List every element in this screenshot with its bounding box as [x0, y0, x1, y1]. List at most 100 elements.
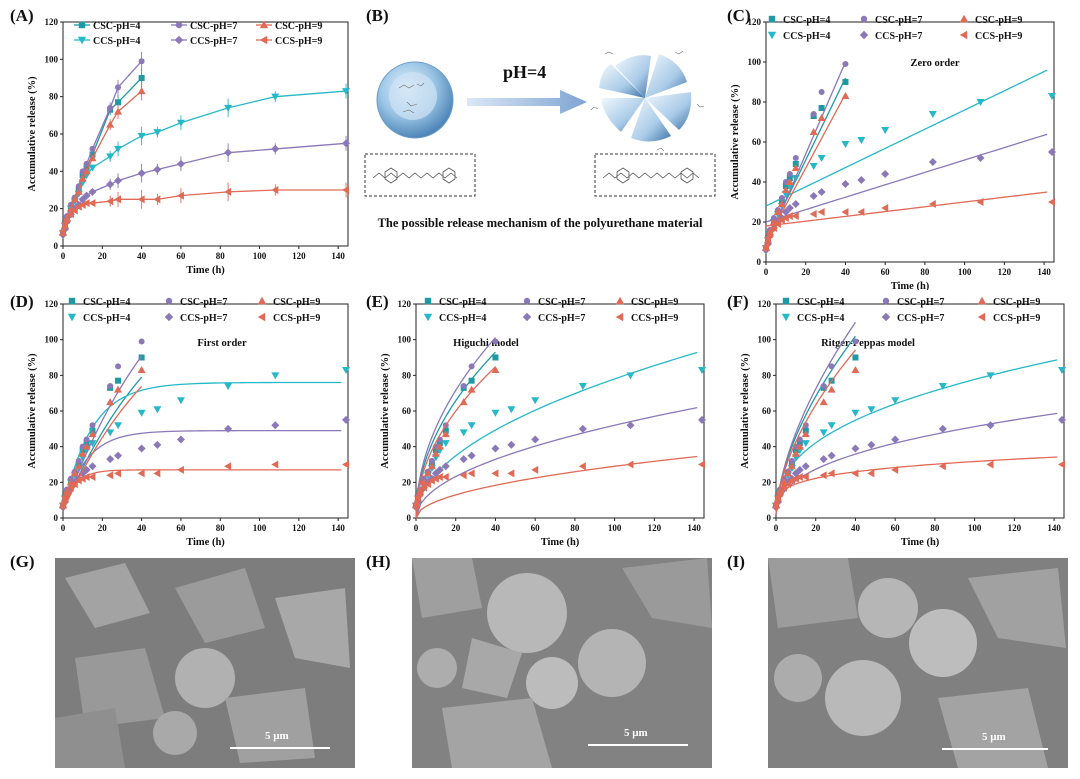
chart-e-higuchi: 0 20 40 60 80 100 120 140 0 20 40 60 80 100 120 Time (h…: [380, 296, 707, 548]
series-line-CCS-pH=9: [62, 189, 347, 232]
data-point-CCS-pH=9-8: [88, 472, 96, 481]
legend-label-CSC-pH=7: CSC-pH=7: [180, 297, 227, 308]
data-point-CCS-pH=7-12: [153, 165, 162, 174]
data-point-CCS-pH=9-14: [928, 200, 936, 208]
x-tick-label-0: 0: [61, 251, 66, 261]
data-point-CCS-pH=9-9: [809, 210, 817, 218]
data-point-CCS-pH=9-13: [881, 204, 889, 212]
data-point-CSC-pH=9-4: [773, 208, 782, 215]
legend-label-CSC-pH=4: CSC-pH=4: [93, 21, 140, 32]
data-point-CCS-pH=9-14: [938, 462, 946, 471]
x-axis-label: Time (h): [891, 281, 930, 290]
data-point-CSC-pH=9-8: [88, 430, 97, 438]
data-point-CSC-pH=9-10: [827, 385, 836, 393]
fit-curve-CSC-pH=4: [62, 376, 143, 512]
data-point-CCS-pH=9-7: [82, 472, 90, 481]
legend-marker-CSC-pH=4: [782, 297, 790, 305]
legend-label-CCS-pH=7: CCS-pH=7: [538, 313, 585, 324]
data-point-CCS-pH=9-9: [106, 471, 114, 480]
data-point-CSC-pH=7-11: [852, 338, 859, 345]
data-point-CCS-pH=9-15: [626, 460, 634, 469]
plot-frame-E: [415, 303, 705, 519]
data-point-CCS-pH=7-8: [801, 462, 810, 471]
fit-curve-CSC-pH=7: [765, 61, 847, 247]
data-point-CCS-pH=7-12: [867, 440, 876, 449]
data-point-CCS-pH=4-10: [467, 422, 476, 430]
legend-marker-CSC-pH=4: [424, 297, 432, 305]
data-point-CCS-pH=7-13: [176, 435, 185, 444]
legend-marker-CSC-pH=9: [257, 296, 267, 305]
legend-marker-CCS-pH=4: [767, 31, 777, 40]
y-tick-label-120: 120: [748, 17, 762, 27]
legend-label-CSC-pH=4: CSC-pH=4: [83, 297, 130, 308]
data-point-CCS-pH=9-4: [783, 480, 791, 489]
x-tick-label-0: 0: [414, 523, 419, 533]
data-point-CCS-pH=9-7: [795, 472, 803, 481]
data-point-CCS-pH=7-13: [881, 170, 890, 178]
y-axis-label: Accumulative release (%): [27, 76, 38, 192]
data-point-CSC-pH=9-4: [783, 469, 792, 477]
x-tick-label-80: 80: [570, 523, 580, 533]
x-tick-label-0: 0: [61, 523, 66, 533]
data-point-CSC-pH=4-6: [782, 183, 789, 189]
legend-label-CSC-pH=4: CSC-pH=4: [797, 297, 844, 308]
x-tick-label-20: 20: [811, 523, 821, 533]
legend-marker-CCS-pH=7: [174, 35, 184, 45]
data-point-CCS-pH=9-15: [986, 460, 994, 469]
x-axis-label: Time (h): [541, 537, 580, 548]
x-tick-label-100: 100: [958, 267, 972, 277]
fit-curve-CCS-pH=4: [775, 359, 1058, 511]
data-point-CSC-pH=9-6: [791, 449, 800, 457]
fit-curve-CCS-pH=7: [765, 133, 1048, 223]
data-point-CCS-pH=9-11: [137, 469, 145, 478]
data-point-CCS-pH=9-11: [137, 195, 145, 204]
data-point-CCS-pH=4-16: [342, 366, 351, 374]
data-point-CCS-pH=9-8: [88, 199, 96, 208]
sem-image-h: 5 μm: [412, 558, 712, 768]
data-point-CCS-pH=4-12: [153, 129, 162, 137]
data-point-CCS-pH=9-16: [342, 186, 350, 194]
y-tick-label-20: 20: [402, 477, 412, 487]
legend-marker-CCS-pH=7: [522, 312, 532, 322]
scale-bar-h: [588, 744, 688, 746]
data-point-CSC-pH=7-7: [83, 160, 90, 167]
legend-marker-CCS-pH=9: [259, 35, 268, 45]
y-axis-label: Accumulative release (%): [730, 84, 741, 200]
chart-d-first-order: 0 20 40 60 80 100 120 140 0 20 40 60 80 100 120 Time (h…: [27, 296, 351, 548]
y-tick-label-20: 20: [762, 477, 772, 487]
y-tick-label-100: 100: [45, 335, 59, 345]
legend-marker-CCS-pH=7: [881, 312, 891, 322]
y-tick-label-120: 120: [758, 299, 772, 309]
y-tick-label-120: 120: [398, 299, 412, 309]
data-point-CCS-pH=9-10: [827, 469, 835, 478]
x-tick-label-120: 120: [648, 523, 662, 533]
data-point-CCS-pH=7-16: [1048, 148, 1057, 156]
fit-curve-CSC-pH=9: [765, 93, 847, 243]
data-point-CCS-pH=9-2: [62, 489, 70, 498]
series-line-CCS-pH=7: [62, 142, 347, 236]
panel-label-d: (D): [10, 292, 34, 311]
chart-title: Zero order: [910, 58, 959, 69]
panel-label-a: (A): [10, 6, 34, 25]
legend-marker-CSC-pH=7: [860, 15, 868, 23]
legend-label-CSC-pH=9: CSC-pH=9: [273, 297, 320, 308]
data-point-CSC-pH=9-9: [106, 398, 115, 406]
y-tick-label-40: 40: [762, 442, 772, 452]
data-point-CCS-pH=4-16: [342, 88, 351, 96]
data-point-CCS-pH=9-3: [66, 483, 74, 492]
data-point-CCS-pH=9-2: [415, 489, 423, 498]
data-point-CSC-pH=9-11: [851, 365, 860, 373]
data-point-CSC-pH=9-10: [467, 385, 476, 393]
legend-marker-CCS-pH=9: [615, 312, 624, 322]
data-point-CSC-pH=9-8: [791, 164, 800, 171]
data-point-CCS-pH=4-13: [531, 397, 540, 405]
data-point-CCS-pH=7-11: [491, 444, 500, 453]
data-point-CCS-pH=9-14: [224, 462, 232, 471]
data-point-CCS-pH=9-15: [976, 198, 984, 206]
data-point-CCS-pH=9-11: [491, 469, 499, 478]
data-point-CCS-pH=7-8: [441, 462, 450, 471]
data-point-CSC-pH=9-4: [70, 469, 79, 477]
panel-label-c: (C): [727, 6, 751, 25]
fragmented-microsphere: [590, 50, 705, 152]
data-point-CSC-pH=9-8: [88, 154, 97, 162]
